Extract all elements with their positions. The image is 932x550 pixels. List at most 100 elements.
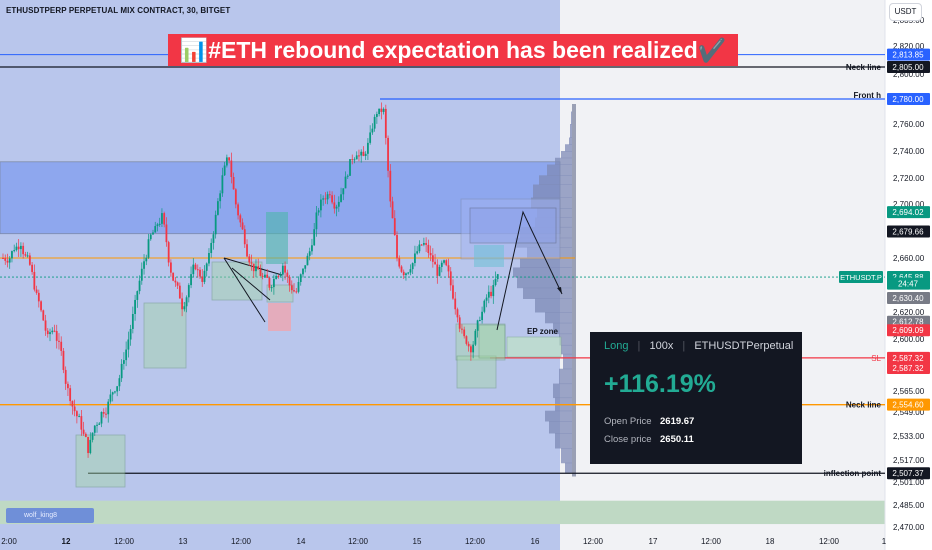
candle-body: [55, 331, 58, 341]
candle-body: [387, 137, 389, 171]
price-tag-bg: [887, 324, 930, 337]
candle-body: [201, 276, 204, 282]
candle-body: [268, 277, 271, 288]
candle-body: [342, 188, 345, 195]
candle-body: [111, 392, 114, 395]
price-tag-bg: [887, 291, 930, 304]
candle-body: [259, 269, 262, 276]
wedge-line-lower: [223, 257, 266, 323]
banner: 📊#ETH rebound expectation has been reali…: [168, 34, 738, 66]
candle-body: [71, 401, 74, 407]
candle-body: [89, 439, 92, 454]
candle-body: [178, 285, 181, 299]
projection-box-inner: [469, 207, 557, 244]
candle-body: [481, 311, 483, 321]
candle-body: [490, 291, 492, 297]
candle-body: [384, 108, 387, 138]
candle-body: [344, 176, 347, 189]
y-axis-label: 2,820.00: [893, 42, 925, 51]
candle-body: [134, 299, 136, 315]
candle-body: [64, 369, 67, 384]
candle-body: [476, 320, 479, 331]
candle-body: [320, 199, 322, 211]
candle-body: [304, 265, 307, 269]
candle-body: [225, 157, 228, 166]
pattern-box: [143, 302, 187, 369]
trade-pnl: +116.19%: [604, 370, 716, 398]
candle-body: [145, 257, 148, 262]
candle-body: [118, 378, 121, 387]
volume-profile-bar: [553, 322, 575, 335]
y-axis-label: 2,620.00: [893, 308, 925, 317]
candle-body: [295, 291, 298, 293]
candle-body: [223, 165, 226, 176]
price-tag-bg: [887, 225, 930, 238]
candle-body: [181, 298, 183, 310]
y-axis-label: 2,800.00: [893, 70, 925, 79]
open-price-label: Open Price: [604, 416, 652, 427]
candle-body: [147, 239, 150, 258]
candle-body: [277, 275, 280, 277]
volume-profile-bar: [513, 267, 575, 278]
candle-body: [380, 108, 383, 112]
candle-body: [429, 253, 432, 256]
volume-profile-bar: [561, 344, 575, 355]
price-tag-bg: [887, 48, 930, 61]
candle-body: [8, 258, 11, 263]
candle-body: [322, 198, 325, 200]
candle-body: [362, 151, 365, 156]
candle-body: [250, 262, 253, 264]
candle-body: [75, 411, 78, 417]
y-axis-label: 2,485.00: [893, 501, 925, 510]
candle-body: [170, 262, 172, 273]
support-band: [0, 500, 885, 525]
candle-body: [407, 272, 410, 274]
candle-body: [378, 108, 381, 115]
volume-profile-bar: [559, 333, 575, 346]
candle-body: [467, 343, 470, 347]
price-tag-text: 2,612.78: [892, 318, 924, 327]
candle-body: [440, 262, 443, 267]
candle-body: [382, 108, 385, 112]
candle-body: [100, 412, 103, 424]
candle-body: [299, 274, 302, 283]
candle-body: [40, 301, 42, 311]
candle-body: [286, 272, 289, 277]
candle-body: [136, 291, 139, 300]
candle-body: [174, 280, 177, 283]
y-axis-label: 2,760.00: [893, 120, 925, 129]
candle-body: [461, 328, 463, 330]
x-axis-label: 12:00: [819, 537, 840, 546]
candle-body: [26, 255, 29, 257]
candle-body: [418, 244, 421, 252]
candle-body: [400, 266, 403, 272]
candle-body: [436, 264, 439, 276]
label-front-h: Front h: [853, 91, 881, 100]
candle-body: [127, 339, 130, 350]
candle-body: [311, 245, 313, 252]
x-axis-label: 1: [882, 537, 887, 546]
candle-body: [474, 330, 477, 345]
candle-body: [328, 194, 331, 196]
volume-profile-bar: [545, 312, 575, 324]
price-tag-text: 2,507.37: [892, 469, 924, 478]
label-ep-zone: EP zone: [527, 327, 559, 336]
candle-body: [264, 274, 266, 277]
candle-body: [411, 263, 414, 270]
currency-button[interactable]: USDT: [889, 3, 922, 21]
volume-profile-bar: [559, 368, 575, 385]
volume-profile-bar: [561, 448, 575, 464]
candle-body: [51, 330, 54, 333]
candle-body: [293, 290, 295, 292]
candle-body: [49, 332, 51, 335]
candle-body: [364, 153, 367, 156]
price-tag-text: 2,694.02: [892, 208, 924, 217]
candle-body: [346, 175, 349, 177]
candle-body: [143, 261, 145, 269]
candle-body: [154, 226, 157, 233]
price-tag-text: 2,609.09: [892, 326, 924, 335]
candle-body: [266, 274, 269, 278]
candle-body: [102, 412, 105, 414]
volume-profile-bar: [565, 144, 575, 152]
